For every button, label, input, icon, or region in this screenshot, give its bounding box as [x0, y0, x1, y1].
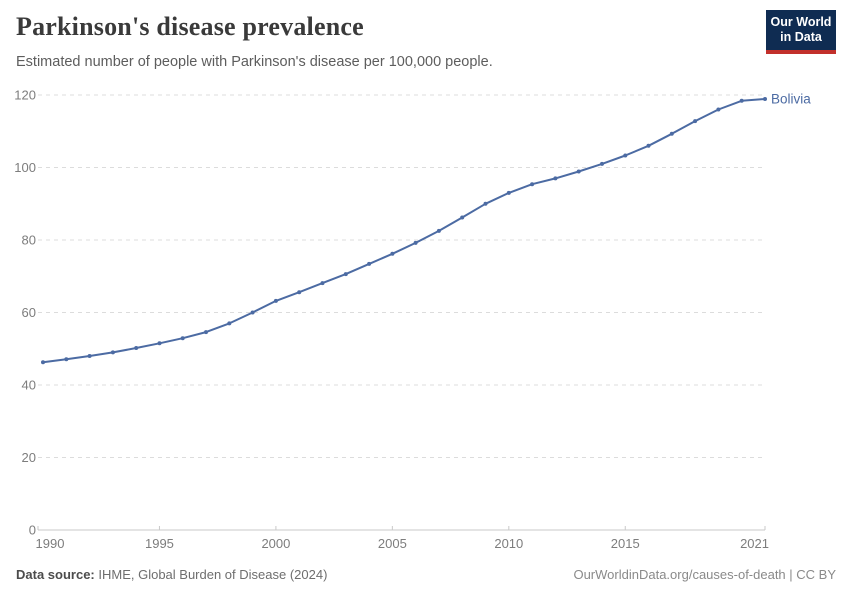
data-point-bolivia-2019[interactable]: [716, 107, 721, 112]
data-point-bolivia-2011[interactable]: [530, 182, 535, 187]
data-point-bolivia-2015[interactable]: [623, 153, 628, 158]
data-source-note: Data source: IHME, Global Burden of Dise…: [16, 567, 327, 582]
data-point-bolivia-1996[interactable]: [180, 336, 185, 341]
y-tick-label-0: 0: [29, 523, 36, 538]
data-point-bolivia-2018[interactable]: [693, 119, 698, 124]
data-point-bolivia-2020[interactable]: [739, 98, 744, 103]
data-point-bolivia-2006[interactable]: [413, 240, 418, 245]
owid-logo-text: Our World in Data: [766, 10, 836, 50]
data-source-label: Data source:: [16, 567, 95, 582]
data-point-bolivia-2009[interactable]: [483, 201, 488, 206]
y-tick-label-80: 80: [22, 233, 36, 248]
y-tick-label-20: 20: [22, 450, 36, 465]
data-point-bolivia-2002[interactable]: [320, 281, 325, 286]
owid-logo[interactable]: Our World in Data: [766, 10, 836, 54]
x-tick-label-2015: 2015: [611, 536, 640, 551]
x-tick-label-2005: 2005: [378, 536, 407, 551]
x-tick-label-1990: 1990: [36, 536, 65, 551]
data-source-value: IHME, Global Burden of Disease (2024): [94, 567, 328, 582]
chart-subtitle: Estimated number of people with Parkinso…: [16, 54, 493, 70]
data-point-bolivia-2013[interactable]: [576, 169, 581, 174]
series-line-bolivia[interactable]: [42, 98, 766, 364]
data-point-bolivia-1999[interactable]: [250, 310, 255, 315]
y-tick-label-60: 60: [22, 305, 36, 320]
data-point-bolivia-2016[interactable]: [646, 143, 651, 148]
data-point-bolivia-2014[interactable]: [600, 161, 604, 166]
y-tick-label-40: 40: [22, 378, 36, 393]
owid-logo-line2: in Data: [780, 30, 822, 45]
x-tick-label-2000: 2000: [261, 536, 290, 551]
credit-link[interactable]: OurWorldinData.org/causes-of-death | CC …: [573, 567, 836, 582]
owid-logo-accent-bar: [766, 49, 836, 54]
page-title: Parkinson's disease prevalence: [16, 12, 364, 41]
data-point-bolivia-1994[interactable]: [134, 346, 139, 350]
data-point-bolivia-2004[interactable]: [367, 261, 372, 266]
data-point-bolivia-2000[interactable]: [273, 298, 278, 303]
y-tick-label-120: 120: [14, 88, 36, 103]
data-point-bolivia-2008[interactable]: [460, 215, 465, 220]
data-point-bolivia-1991[interactable]: [64, 357, 69, 362]
data-point-bolivia-1990[interactable]: [41, 360, 45, 365]
data-point-bolivia-2003[interactable]: [343, 272, 348, 277]
data-point-bolivia-2005[interactable]: [390, 251, 395, 256]
data-point-bolivia-2007[interactable]: [436, 228, 441, 233]
data-point-bolivia-1998[interactable]: [227, 321, 232, 326]
y-tick-label-100: 100: [14, 160, 36, 175]
owid-logo-line1: Our World: [770, 15, 832, 29]
x-tick-label-1995: 1995: [145, 536, 174, 551]
data-point-bolivia-2017[interactable]: [669, 131, 674, 136]
series-end-label-bolivia[interactable]: Bolivia: [771, 91, 811, 106]
data-point-bolivia-2012[interactable]: [553, 176, 558, 181]
data-point-bolivia-1993[interactable]: [110, 350, 115, 355]
x-tick-label-2021: 2021: [740, 536, 769, 551]
data-point-bolivia-1997[interactable]: [204, 330, 208, 335]
chart-footer: Data source: IHME, Global Burden of Dise…: [16, 567, 836, 582]
data-point-bolivia-1995[interactable]: [157, 341, 162, 346]
data-point-bolivia-2001[interactable]: [297, 290, 302, 295]
data-point-bolivia-2010[interactable]: [506, 190, 511, 195]
data-point-bolivia-2021[interactable]: [763, 97, 767, 101]
data-point-bolivia-1992[interactable]: [87, 354, 92, 358]
x-tick-label-2010: 2010: [494, 536, 523, 551]
